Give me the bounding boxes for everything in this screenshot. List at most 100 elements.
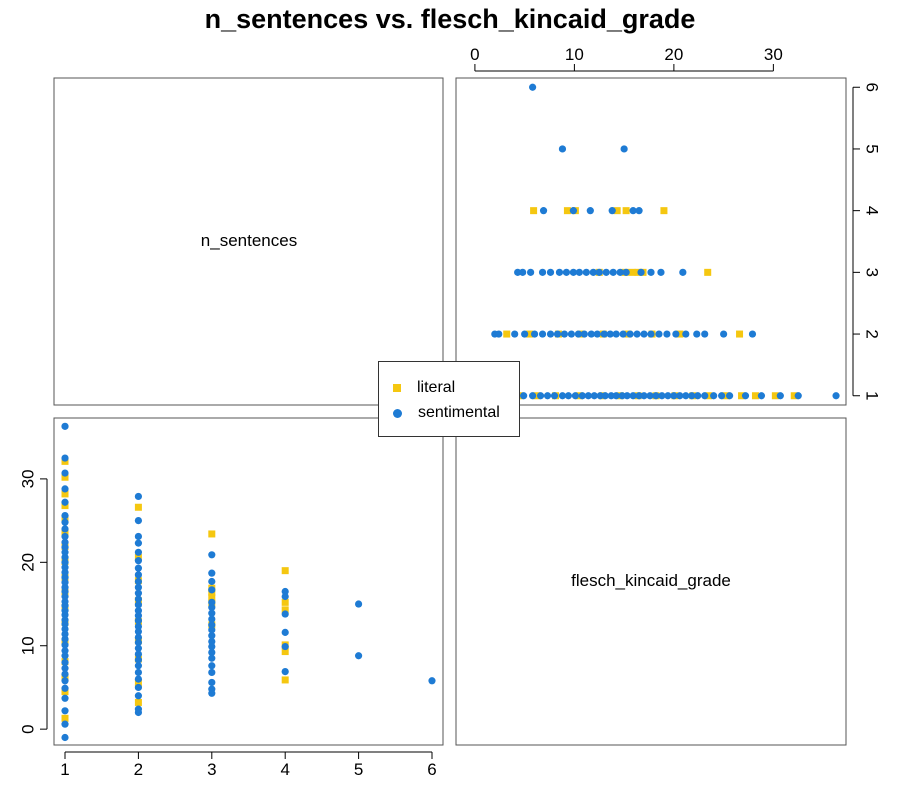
point-sentimental	[520, 392, 528, 400]
point-sentimental	[61, 733, 69, 742]
bottom-axis-tick-label: 4	[280, 760, 289, 779]
point-sentimental	[596, 392, 604, 400]
point-sentimental	[134, 668, 143, 677]
point-sentimental	[281, 587, 289, 596]
point-literal	[676, 330, 684, 338]
point-sentimental	[619, 330, 627, 338]
point-sentimental	[61, 658, 69, 667]
point-sentimental	[281, 610, 289, 618]
point-sentimental	[635, 207, 643, 215]
panel-upper-right-frame	[455, 77, 847, 406]
point-sentimental	[61, 485, 69, 493]
point-sentimental	[281, 628, 289, 636]
point-sentimental	[776, 392, 784, 400]
legend: literal sentimental	[378, 361, 520, 437]
point-sentimental	[134, 589, 143, 597]
point-sentimental	[134, 644, 143, 652]
point-sentimental	[61, 568, 69, 576]
point-sentimental	[640, 392, 648, 400]
point-sentimental	[61, 647, 69, 655]
point-sentimental	[538, 330, 547, 338]
point-sentimental	[61, 511, 69, 520]
point-sentimental	[134, 564, 143, 572]
point-sentimental	[61, 538, 69, 546]
point-sentimental	[61, 707, 69, 715]
panel-lower-left-frame	[53, 417, 444, 746]
point-literal	[281, 567, 289, 575]
point-sentimental	[281, 667, 289, 676]
point-sentimental	[589, 268, 597, 276]
point-sentimental	[623, 392, 631, 400]
point-sentimental	[208, 603, 216, 611]
point-sentimental	[569, 207, 577, 215]
point-literal	[628, 268, 636, 276]
legend-circle-marker	[393, 408, 402, 418]
point-sentimental	[693, 330, 701, 338]
right-axis-tick-label: 6	[863, 83, 882, 92]
point-sentimental	[530, 330, 539, 338]
point-literal	[281, 648, 289, 656]
point-sentimental	[710, 392, 718, 400]
diagonal-label-flesch-kincaid-grade: flesch_kincaid_grade	[571, 571, 731, 590]
point-sentimental	[61, 635, 69, 643]
point-sentimental	[622, 268, 630, 276]
point-sentimental	[620, 145, 628, 153]
point-sentimental	[354, 652, 363, 660]
point-sentimental	[616, 268, 624, 276]
point-sentimental	[584, 392, 592, 400]
point-sentimental	[61, 677, 69, 685]
point-sentimental	[612, 392, 620, 400]
point-sentimental	[208, 654, 216, 662]
point-sentimental	[569, 268, 577, 276]
bottom-axis-tick-label: 3	[207, 760, 216, 779]
top-axis-tick-label: 30	[764, 45, 783, 64]
legend-square-marker	[393, 384, 401, 392]
bottom-axis-tick-label: 2	[134, 760, 143, 779]
point-sentimental	[134, 492, 143, 501]
point-sentimental	[208, 642, 216, 651]
point-sentimental	[134, 548, 143, 556]
legend-label-literal: literal	[417, 379, 456, 396]
point-sentimental	[550, 392, 559, 400]
point-sentimental	[618, 392, 626, 400]
point-sentimental	[61, 563, 69, 571]
point-sentimental	[562, 268, 571, 276]
point-sentimental	[741, 392, 750, 400]
point-sentimental	[663, 330, 671, 338]
point-sentimental	[134, 612, 143, 620]
point-sentimental	[590, 392, 598, 400]
point-sentimental	[571, 392, 579, 400]
point-sentimental	[609, 268, 617, 276]
point-sentimental	[521, 330, 529, 338]
point-sentimental	[208, 637, 216, 646]
point-sentimental	[134, 539, 143, 547]
point-sentimental	[61, 532, 69, 541]
point-sentimental	[61, 573, 69, 581]
point-sentimental	[134, 650, 143, 658]
point-sentimental	[134, 577, 143, 586]
point-sentimental	[208, 668, 216, 677]
point-sentimental	[134, 705, 143, 713]
point-sentimental	[640, 330, 648, 338]
panel-upper-left-frame	[53, 77, 444, 406]
point-literal	[61, 490, 69, 498]
point-sentimental	[208, 609, 216, 617]
point-sentimental	[208, 615, 216, 623]
point-sentimental	[832, 392, 840, 400]
point-literal	[134, 503, 142, 511]
point-sentimental	[748, 330, 757, 338]
left-axis-tick-label: 10	[19, 636, 38, 655]
point-sentimental	[536, 392, 545, 400]
point-sentimental	[134, 692, 143, 700]
legend-entry-sentimental: sentimental	[393, 403, 500, 423]
point-sentimental	[61, 469, 69, 477]
point-literal	[281, 598, 289, 606]
point-sentimental	[529, 83, 537, 91]
point-sentimental	[61, 616, 69, 624]
point-sentimental	[647, 330, 655, 338]
diagonal-label-n-sentences: n_sentences	[200, 231, 298, 250]
right-axis-tick-label: 5	[863, 144, 882, 153]
point-sentimental	[61, 583, 69, 591]
